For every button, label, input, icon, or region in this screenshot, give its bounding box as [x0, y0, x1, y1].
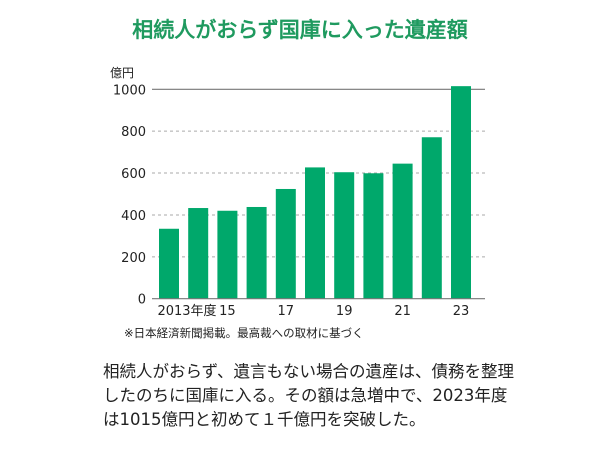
y-tick-label: 200	[121, 251, 146, 266]
bar-2014	[188, 208, 209, 299]
bar-2016	[246, 206, 267, 299]
chart-title: 相続人がおらず国庫に入った遺産額	[132, 18, 468, 42]
bar-2020	[363, 173, 384, 299]
x-tick-label: 15	[219, 304, 236, 319]
y-tick-label: 400	[121, 209, 146, 224]
bar-2018	[305, 167, 325, 299]
body-text: 相続人がおらず、遺言もない場合の遺産は、債務を整理したのちに国庫に入る。その額は…	[103, 362, 515, 429]
y-tick-label: 1000	[113, 83, 146, 98]
bar-chart: 0 200 400 600 800 1000 億円 2013年度 15 17 19 21 23 ※日本経済…	[110, 66, 485, 340]
bar-2023	[451, 86, 471, 299]
x-tick-label: 21	[394, 304, 411, 319]
bar-2015	[217, 210, 238, 299]
bar-2021	[392, 163, 413, 299]
x-tick-label: 19	[336, 304, 353, 319]
x-tick-label: 2013年度	[157, 303, 216, 319]
bar-2017	[275, 188, 296, 299]
bar-2019	[334, 172, 355, 299]
x-tick-label: 17	[278, 304, 295, 319]
x-tick-label: 23	[453, 304, 470, 319]
y-tick-label: 800	[121, 125, 146, 140]
source-note: ※日本経済新聞掲載。最高裁への取材に基づく	[124, 326, 364, 340]
y-tick-label: 0	[138, 293, 146, 308]
y-axis-label: 億円	[110, 66, 134, 80]
bar-2022	[421, 137, 442, 299]
bar-2013	[159, 228, 179, 299]
y-tick-label: 600	[121, 167, 146, 182]
